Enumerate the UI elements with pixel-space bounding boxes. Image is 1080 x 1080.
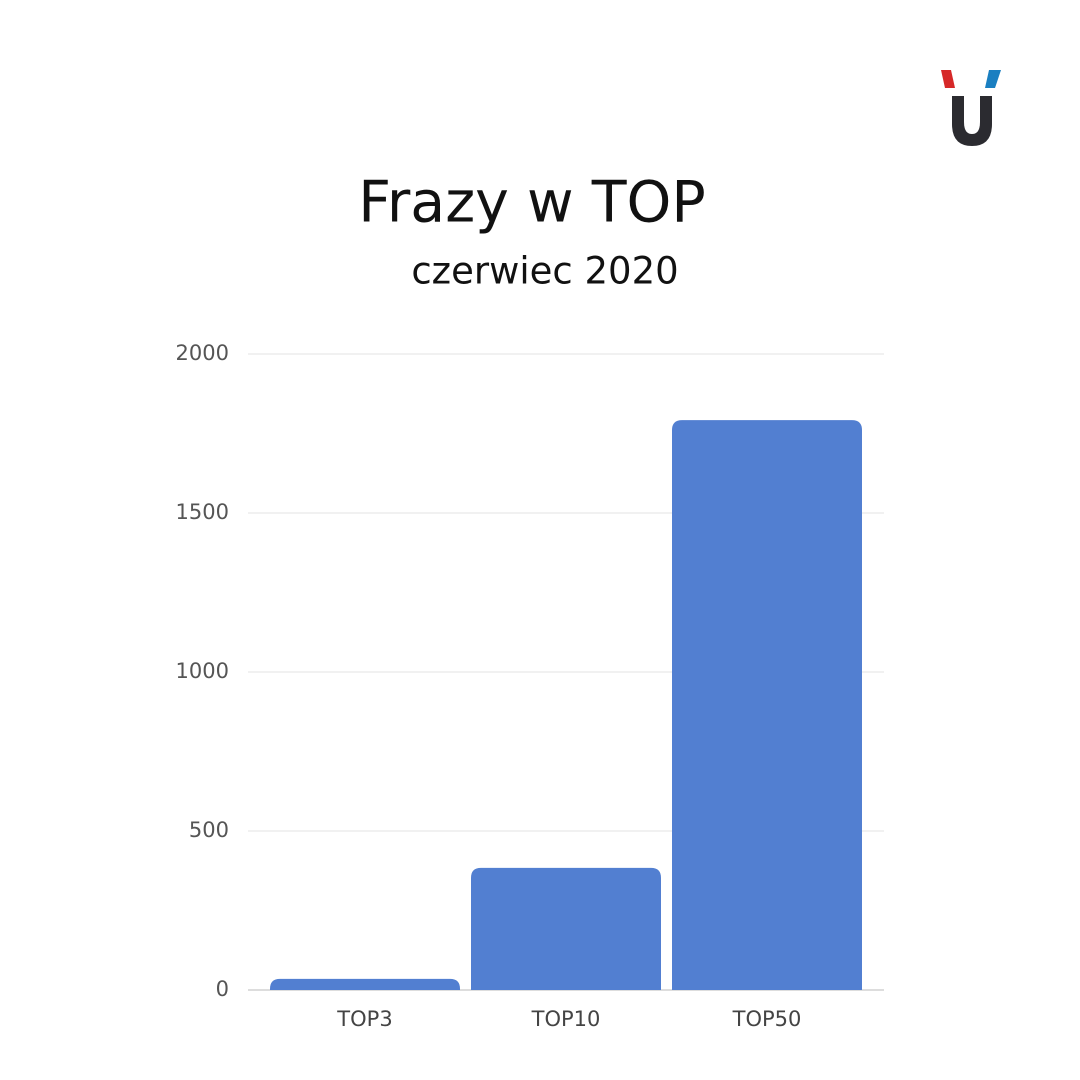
- chart-subtitle: czerwiec 2020: [411, 250, 678, 293]
- bar: [672, 420, 862, 990]
- y-tick-label: 1000: [176, 659, 229, 683]
- x-tick-label: TOP3: [336, 1007, 392, 1031]
- y-tick-label: 1500: [176, 500, 229, 524]
- x-tick-label: TOP50: [732, 1007, 802, 1031]
- bar: [270, 978, 460, 990]
- bar: [471, 867, 661, 990]
- logo: [941, 70, 1001, 146]
- y-tick-label: 2000: [176, 341, 229, 365]
- y-tick-label: 500: [189, 818, 229, 842]
- chart-title: Frazy w TOP: [358, 170, 706, 236]
- y-tick-label: 0: [216, 977, 229, 1001]
- x-tick-label: TOP10: [531, 1007, 601, 1031]
